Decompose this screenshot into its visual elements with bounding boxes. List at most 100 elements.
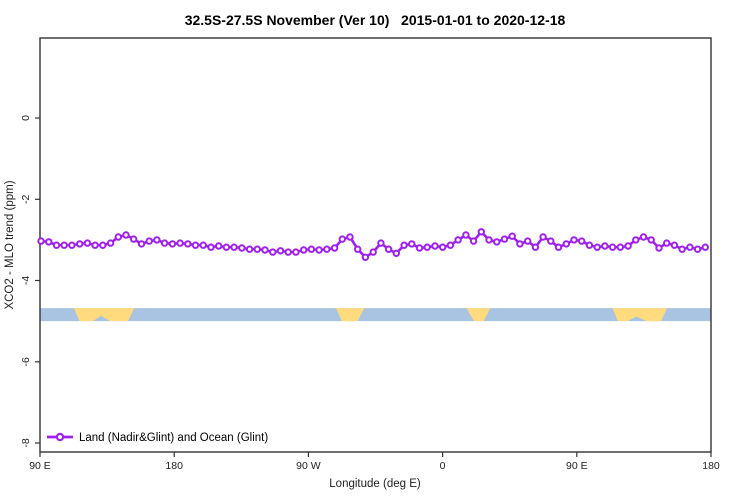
data-point <box>215 242 223 250</box>
land-band-segment <box>74 308 135 322</box>
data-point <box>338 235 346 243</box>
x-axis-title: Longitude (deg E) <box>329 478 421 490</box>
chart-title: 32.5S-27.5S November (Ver 10) 2015-01-01… <box>185 12 566 28</box>
data-point <box>539 233 547 241</box>
x-tick-label: 0 <box>440 460 446 472</box>
x-tick-label: 180 <box>702 460 720 472</box>
data-point <box>307 245 316 253</box>
data-point <box>655 244 663 252</box>
land-band-segment <box>466 308 491 322</box>
data-point <box>261 246 269 254</box>
data-point <box>469 237 478 245</box>
legend-marker-icon <box>55 432 65 442</box>
data-point <box>431 242 439 250</box>
data-point <box>122 231 130 239</box>
data-point <box>168 240 177 248</box>
data-point <box>222 243 231 251</box>
data-point <box>114 233 123 241</box>
data-point <box>608 243 617 251</box>
data-point <box>485 236 493 244</box>
data-point <box>99 241 107 249</box>
data-point <box>52 241 61 249</box>
data-point <box>68 241 76 249</box>
data-point <box>106 239 115 247</box>
data-point <box>531 243 540 251</box>
x-tick-label: 90 E <box>566 460 588 472</box>
data-point <box>176 239 184 247</box>
data-point <box>377 239 385 247</box>
data-point <box>361 253 370 261</box>
data-point <box>83 239 92 247</box>
data-point <box>238 244 246 252</box>
data-point <box>462 231 470 239</box>
y-axis-title: XCO2 - MLO trend (ppm) <box>4 180 16 309</box>
y-tick-label: -4 <box>20 276 32 285</box>
data-point <box>477 228 485 236</box>
data-point <box>160 239 169 247</box>
data-point <box>585 241 594 249</box>
data-point <box>207 243 215 251</box>
y-tick-label: -2 <box>20 194 32 203</box>
data-point <box>493 238 501 246</box>
data-point <box>60 241 68 249</box>
data-point <box>415 244 424 252</box>
data-point <box>300 246 308 254</box>
legend-label: Land (Nadir&Glint) and Ocean (Glint) <box>79 432 268 444</box>
data-point <box>686 243 694 251</box>
x-tick-label: 180 <box>165 460 183 472</box>
data-point <box>693 245 702 253</box>
data-point <box>601 242 609 250</box>
data-point <box>330 244 339 252</box>
data-point <box>500 235 509 243</box>
surface-type-band <box>40 308 711 322</box>
data-point <box>647 236 655 244</box>
data-point <box>593 243 601 251</box>
data-point <box>153 236 161 244</box>
data-point <box>284 248 292 256</box>
data-point <box>547 237 555 245</box>
data-point <box>516 240 524 248</box>
data-point <box>37 237 45 245</box>
data-series <box>37 228 709 261</box>
data-point <box>400 241 408 249</box>
data-point <box>45 238 53 246</box>
data-point <box>315 246 323 254</box>
data-point <box>663 239 671 247</box>
data-point <box>446 241 455 249</box>
data-point <box>554 243 563 251</box>
data-point <box>145 237 153 245</box>
data-point <box>91 241 99 249</box>
data-point <box>269 248 277 256</box>
axes-ticks: 90 E 180 90 W 0 90 E 180 0 -2 -4 -6 -8 <box>20 115 720 472</box>
data-point <box>323 245 331 253</box>
data-point <box>678 245 686 253</box>
data-point <box>276 247 285 255</box>
data-point <box>524 237 532 245</box>
data-point <box>639 233 648 241</box>
y-tick-label: -8 <box>20 438 32 447</box>
land-band-segment <box>612 308 667 322</box>
data-point <box>701 243 709 251</box>
data-point <box>632 236 640 244</box>
data-point <box>570 236 578 244</box>
data-point <box>439 243 447 251</box>
y-tick-label: -6 <box>20 357 32 366</box>
data-point <box>369 248 377 256</box>
data-point <box>199 241 207 249</box>
data-point <box>354 245 362 253</box>
data-point <box>562 240 570 248</box>
data-point <box>230 243 238 251</box>
data-point <box>346 233 354 241</box>
data-point <box>184 240 192 248</box>
x-tick-label: 90 E <box>29 460 51 472</box>
legend: Land (Nadir&Glint) and Ocean (Glint) <box>47 432 268 444</box>
ocean-band <box>40 308 711 322</box>
data-point <box>137 240 146 248</box>
data-point <box>616 243 624 251</box>
data-point <box>245 245 254 253</box>
data-point <box>408 240 416 248</box>
data-point <box>292 248 300 256</box>
data-point <box>508 232 516 240</box>
